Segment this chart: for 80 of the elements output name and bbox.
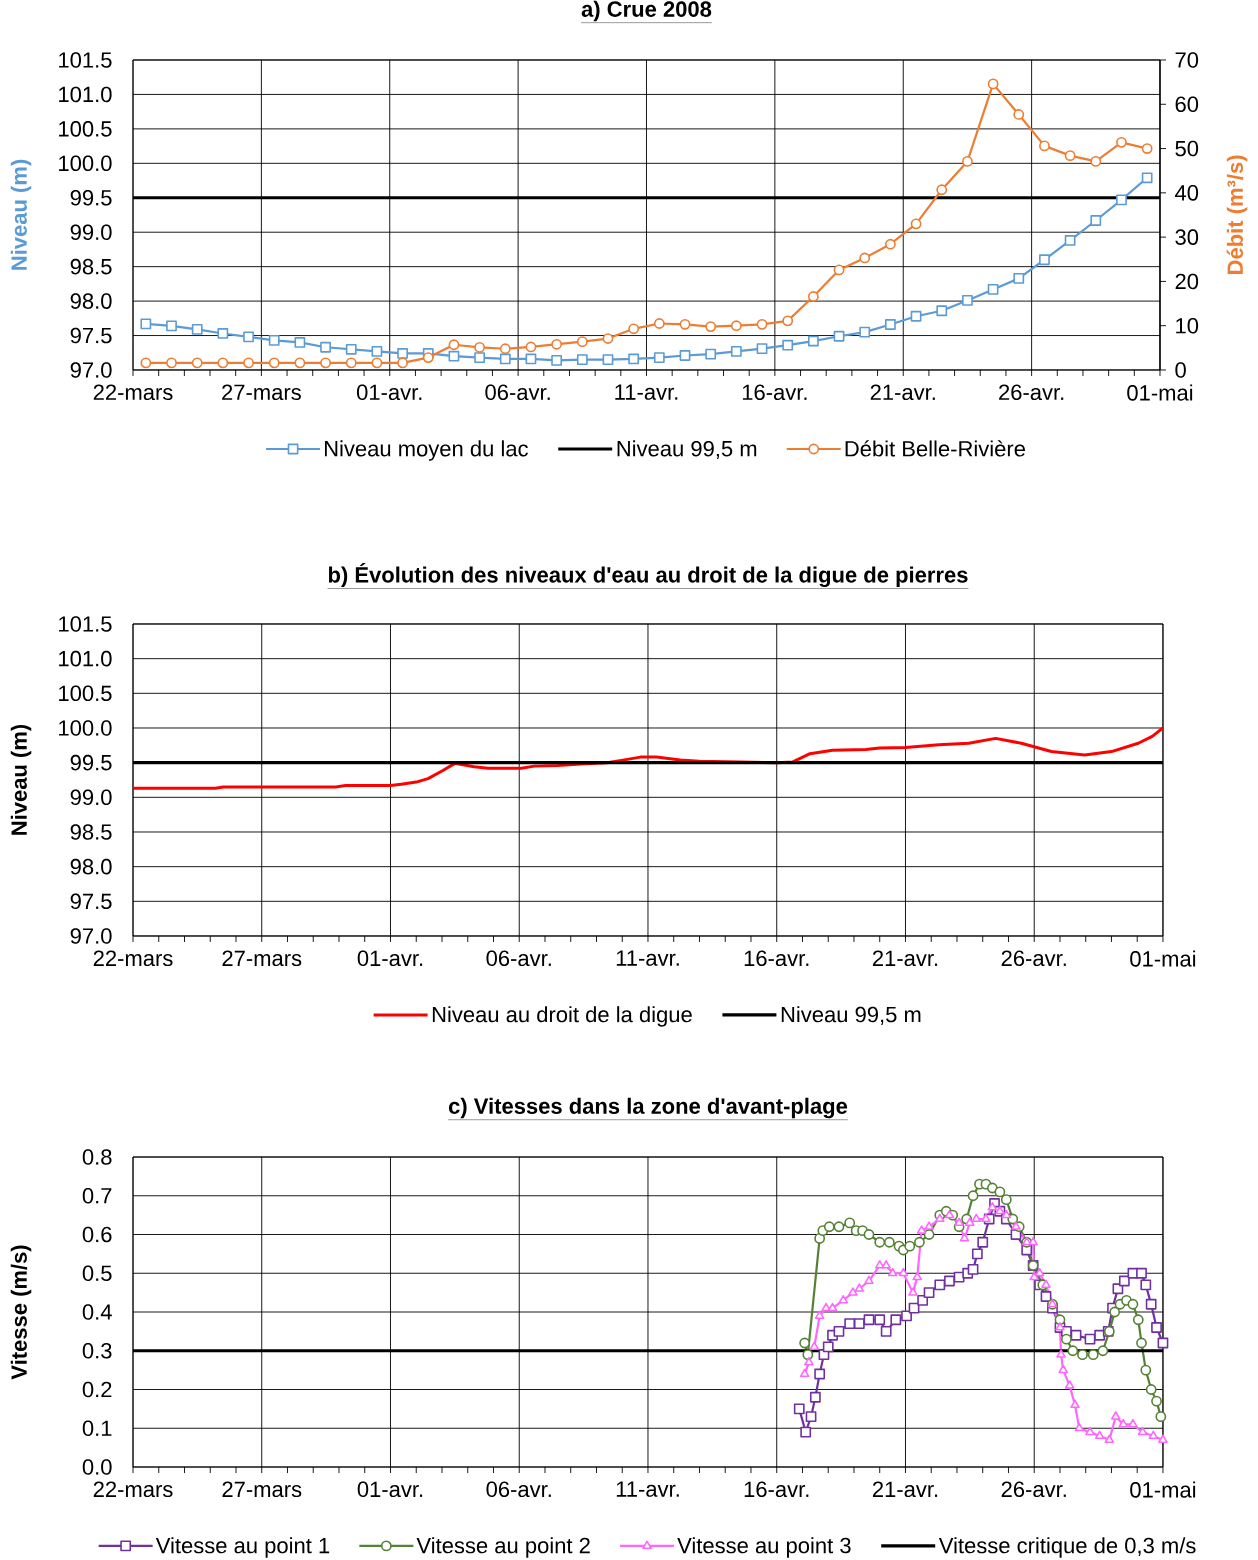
y-tick-label: 101.0 bbox=[59, 650, 112, 667]
y-tick-label: 101.5 bbox=[59, 616, 112, 632]
y-tick-label: 99.0 bbox=[70, 789, 112, 806]
x-tick-label: 01-mai bbox=[1127, 384, 1193, 401]
x-tick-label: 01-avr. bbox=[357, 1481, 423, 1498]
legend-label: Niveau 99,5 m bbox=[781, 1006, 921, 1025]
y-tick-label: 0.1 bbox=[82, 1420, 112, 1437]
legend-label: Vitesse au point 1 bbox=[155, 1537, 330, 1558]
y-tick-label: 0.0 bbox=[82, 1459, 112, 1475]
y-tick-label: 98.0 bbox=[70, 858, 112, 875]
y-tick-label: 0.7 bbox=[82, 1187, 112, 1204]
x-tick-label: 26-avr. bbox=[999, 384, 1064, 401]
y2-tick-label: 20 bbox=[1175, 273, 1199, 290]
y-tick-label: 101.0 bbox=[59, 86, 112, 103]
x-tick-label: 21-avr. bbox=[872, 1481, 938, 1498]
y-tick-label: 100.0 bbox=[59, 155, 112, 172]
y2-tick-label: 40 bbox=[1175, 185, 1199, 201]
y2-tick-label: 0 bbox=[1175, 362, 1186, 378]
x-tick-label: 11-avr. bbox=[615, 384, 678, 400]
x-tick-label: 22-mars bbox=[93, 384, 173, 401]
y2-tick-label: 50 bbox=[1175, 140, 1199, 157]
y2-tick-label: 10 bbox=[1176, 317, 1199, 334]
y-tick-label: 97.0 bbox=[70, 928, 112, 944]
x-tick-label: 22-mars bbox=[93, 950, 173, 967]
x-tick-label: 01-mai bbox=[1130, 950, 1196, 967]
y-tick-label: 99.5 bbox=[70, 189, 112, 206]
y-tick-label: 98.0 bbox=[70, 293, 112, 309]
y2-tick-label: 70 bbox=[1175, 52, 1199, 68]
x-tick-label: 01-avr. bbox=[357, 950, 423, 967]
y-tick-label: 0.5 bbox=[82, 1265, 112, 1282]
chart-title: c) Vitesses dans la zone d'avant-plage bbox=[448, 1097, 848, 1119]
y-tick-label: 100.5 bbox=[59, 685, 112, 702]
x-tick-label: 21-avr. bbox=[870, 384, 935, 401]
x-tick-label: 06-avr. bbox=[486, 1481, 551, 1498]
x-tick-label: 06-avr. bbox=[486, 950, 551, 967]
chart-title: b) Évolution des niveaux d'eau au droit de la digue de pierres bbox=[328, 562, 968, 588]
legend-label: Niveau au droit de la digue bbox=[432, 1006, 692, 1027]
y-axis-title: Niveau (m) bbox=[10, 159, 32, 270]
y-tick-label: 0.2 bbox=[82, 1381, 112, 1398]
y-tick-label: 0.4 bbox=[82, 1304, 112, 1320]
x-tick-label: 11-avr. bbox=[616, 950, 679, 966]
y-tick-label: 100.0 bbox=[59, 720, 112, 736]
y-tick-label: 97.0 bbox=[70, 362, 112, 378]
y2-axis-title: Débit (m³/s) bbox=[1226, 155, 1248, 275]
y-tick-label: 98.5 bbox=[70, 824, 112, 840]
x-tick-label: 06-avr. bbox=[485, 384, 550, 401]
x-tick-label: 26-avr. bbox=[1001, 1481, 1066, 1498]
y-tick-label: 0.8 bbox=[82, 1149, 112, 1165]
x-tick-label: 16-avr. bbox=[744, 950, 809, 967]
x-tick-label: 01-avr. bbox=[356, 384, 422, 401]
legend-label: Vitesse critique de 0,3 m/s bbox=[938, 1537, 1196, 1558]
legend-label: Débit Belle-Rivière bbox=[845, 440, 1025, 457]
x-tick-label: 11-avr. bbox=[616, 1481, 679, 1497]
legend-label: Vitesse au point 3 bbox=[677, 1537, 851, 1558]
y-tick-label: 98.5 bbox=[70, 258, 112, 275]
legend-label: Niveau moyen du lac bbox=[324, 440, 528, 461]
y2-tick-label: 30 bbox=[1175, 229, 1199, 245]
y-tick-label: 100.5 bbox=[59, 121, 112, 137]
y-tick-label: 99.0 bbox=[70, 224, 112, 240]
y-axis-title: Niveau (m) bbox=[10, 724, 32, 835]
legend-label: Niveau 99,5 m bbox=[617, 440, 757, 460]
x-tick-label: 22-mars bbox=[93, 1481, 173, 1498]
x-tick-label: 21-avr. bbox=[872, 950, 938, 967]
y2-tick-label: 60 bbox=[1175, 96, 1199, 113]
y-tick-label: 99.5 bbox=[70, 754, 112, 771]
chart-title: a) Crue 2008 bbox=[581, 0, 712, 22]
x-tick-label: 27-mars bbox=[222, 384, 301, 401]
x-tick-label: 27-mars bbox=[222, 1481, 302, 1498]
y-tick-label: 0.3 bbox=[82, 1342, 112, 1359]
y-tick-label: 0.6 bbox=[82, 1226, 112, 1243]
y-tick-label: 97.5 bbox=[70, 893, 112, 910]
y-tick-label: 101.5 bbox=[59, 52, 112, 68]
x-tick-label: 27-mars bbox=[222, 950, 302, 967]
y-axis-title: Vitesse (m/s) bbox=[10, 1245, 32, 1380]
y-tick-label: 97.5 bbox=[70, 327, 112, 344]
x-tick-label: 16-avr. bbox=[742, 384, 807, 401]
legend-label: Vitesse au point 2 bbox=[416, 1537, 590, 1558]
x-tick-label: 26-avr. bbox=[1001, 950, 1066, 967]
x-tick-label: 01-mai bbox=[1130, 1481, 1196, 1498]
x-tick-label: 16-avr. bbox=[744, 1481, 809, 1498]
